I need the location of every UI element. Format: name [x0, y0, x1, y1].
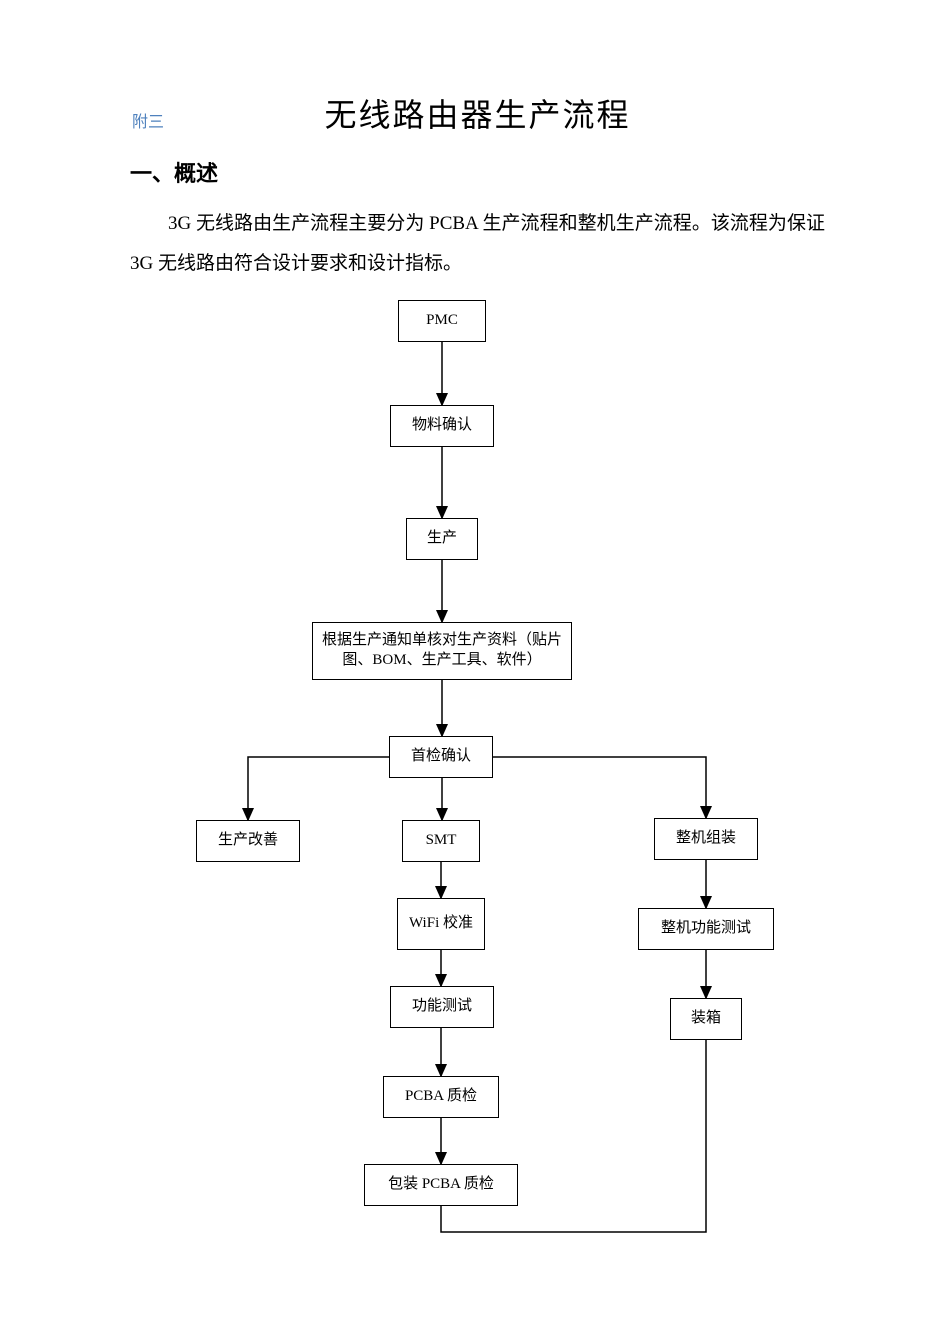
flowchart-edge	[248, 757, 389, 820]
flowchart-node-firstcheck: 首检确认	[389, 736, 493, 778]
flowchart-node-improve: 生产改善	[196, 820, 300, 862]
flowchart-container: PMC 物料确认生产根据生产通知单核对生产资料（贴片图、BOM、生产工具、软件） 首…	[130, 300, 830, 1260]
section-heading: 一、概述	[130, 156, 825, 188]
flowchart-node-pcbaqa: PCBA 质检	[383, 1076, 499, 1118]
flowchart-node-pmc: PMC	[398, 300, 486, 342]
annotation-label: 附三	[132, 108, 164, 132]
flowchart-node-wifi: WiFi 校准	[397, 898, 485, 950]
flowchart-node-assembly: 整机组装	[654, 818, 758, 860]
flowchart-node-produce: 生产	[406, 518, 478, 560]
flowchart-node-functest: 功能测试	[390, 986, 494, 1028]
flowchart-node-verify: 根据生产通知单核对生产资料（贴片图、BOM、生产工具、软件）	[312, 622, 572, 680]
flowchart-node-smt: SMT	[402, 820, 480, 862]
flowchart-node-packqa: 包装 PCBA 质检	[364, 1164, 518, 1206]
flowchart-node-boxing: 装箱	[670, 998, 742, 1040]
flowchart-edge	[493, 757, 706, 818]
page-title: 无线路由器生产流程	[130, 90, 825, 136]
overview-paragraph: 3G 无线路由生产流程主要分为 PCBA 生产流程和整机生产流程。该流程为保证 …	[130, 204, 825, 284]
flowchart-node-wholetest: 整机功能测试	[638, 908, 774, 950]
flowchart-node-material: 物料确认	[390, 405, 494, 447]
